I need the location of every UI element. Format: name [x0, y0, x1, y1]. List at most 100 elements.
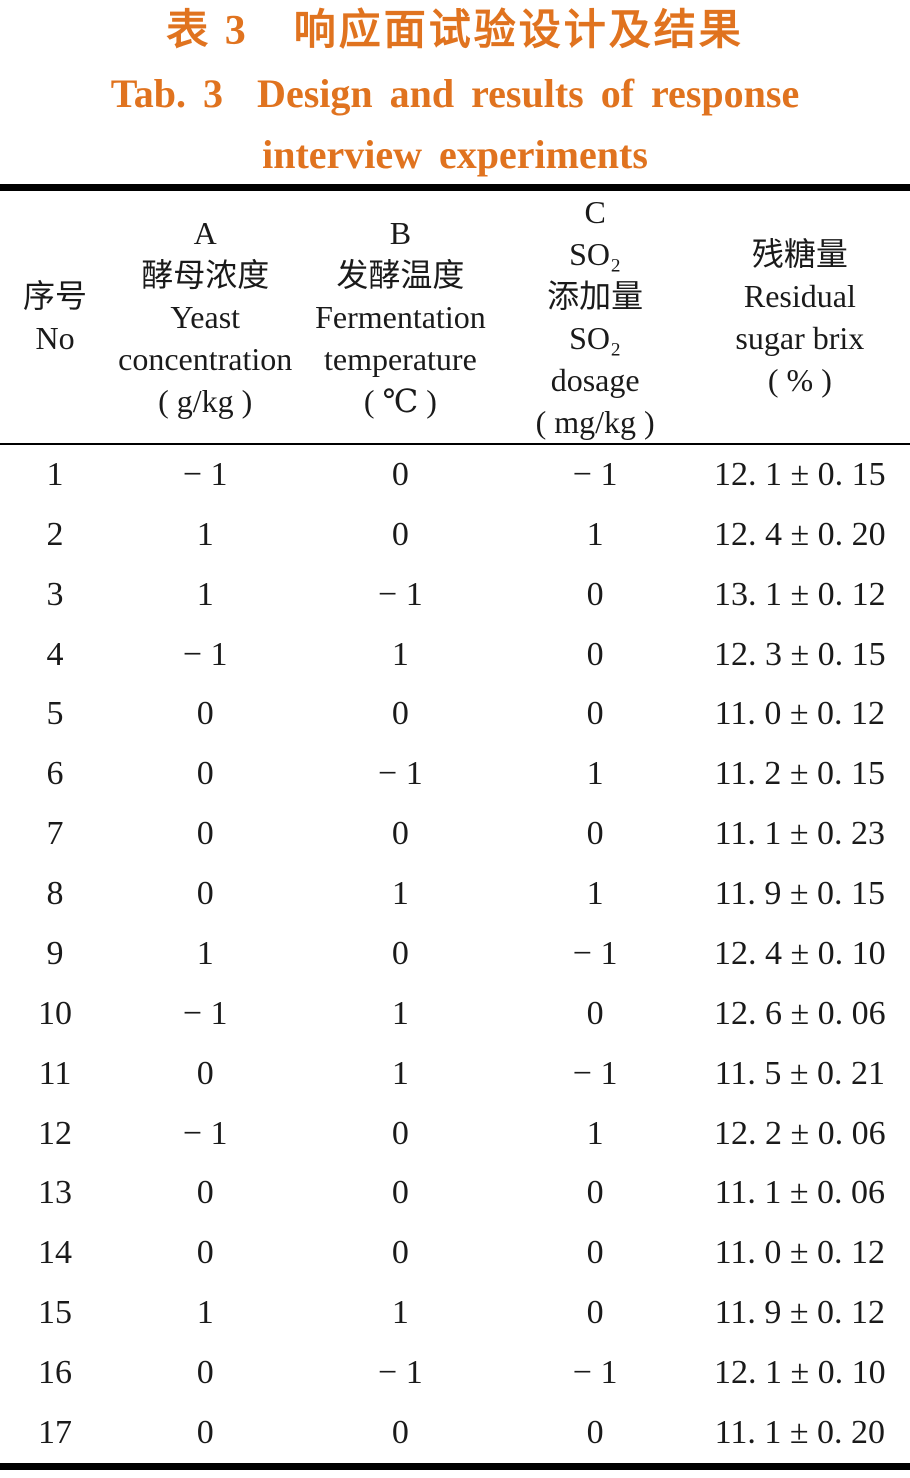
table-row: 6 0 − 1 1 11. 2 ± 0. 15	[0, 744, 910, 804]
table-cell: 4	[46, 635, 64, 673]
header-line: concentration	[118, 341, 293, 377]
table-cell: 12. 4 ± 0. 10	[714, 934, 886, 972]
table-cell: 0	[391, 455, 409, 493]
table-cell: − 1	[378, 575, 423, 613]
header-line: 序号	[23, 278, 88, 314]
table-cell: − 1	[572, 1054, 618, 1092]
table-cell: 15	[38, 1294, 73, 1332]
table-cell: 11. 1 ± 0. 20	[714, 1413, 886, 1451]
table-cell: 0	[586, 1413, 604, 1451]
table-cell: − 1	[572, 1354, 618, 1392]
table-row: 1 − 1 0 − 1 12. 1 ± 0. 15	[0, 445, 910, 505]
table-cell: 0	[586, 695, 604, 733]
header-line: Residual	[743, 278, 856, 314]
table-row: 15 1 1 0 11. 9 ± 0. 12	[0, 1283, 910, 1343]
table-cell: − 1	[182, 635, 228, 673]
table-cell: 12. 1 ± 0. 10	[714, 1354, 886, 1392]
table-body: 1− 1 0− 1 12. 1 ± 0. 15 2 1 0 1 12. 4 ± 0. 20 3 1…	[0, 445, 910, 1463]
table-cell: 7	[46, 815, 64, 853]
table-cell: 0	[391, 695, 409, 733]
table-row: 10− 1 1 0 12. 6 ± 0. 06	[0, 984, 910, 1044]
table-cell: 1	[46, 455, 64, 493]
table-cell: 12. 4 ± 0. 20	[714, 515, 886, 553]
header-line: temperature	[323, 341, 477, 377]
table-cell: 1	[391, 875, 409, 913]
table-cell: 1	[586, 875, 604, 913]
header-line: B	[389, 215, 412, 251]
table-cell: 1	[586, 755, 604, 793]
table-bottom-rule	[0, 1463, 910, 1470]
table-cell: 9	[46, 934, 64, 972]
table-header-body-rule	[0, 443, 910, 445]
header-line: ( g/kg )	[158, 383, 253, 419]
table-cell: − 1	[572, 455, 618, 493]
header-line: 发酵温度	[336, 257, 465, 293]
header-line: Yeast	[170, 299, 241, 335]
table-cell: 0	[586, 1294, 604, 1332]
header-cell-so2-dosage: C SO₂ 添加量 SO₂ dosage ( mg/kg )	[500, 191, 689, 443]
header-line: No	[35, 320, 75, 356]
table-cell: 11. 9 ± 0. 12	[714, 1294, 886, 1332]
table-cell: 1	[196, 934, 214, 972]
table-cell: 11. 1 ± 0. 23	[714, 815, 886, 853]
header-line: ( mg/kg )	[535, 404, 655, 440]
table-row: 4 − 1 1 0 12. 3 ± 0. 15	[0, 625, 910, 685]
table-cell: 0	[196, 1234, 214, 1272]
table-cell: 0	[391, 1234, 409, 1272]
table-row: 13 0 0 0 11. 1 ± 0. 06	[0, 1164, 910, 1224]
table-cell: 1	[586, 515, 604, 553]
table-row: 8 0 1 1 11. 9 ± 0. 15	[0, 864, 910, 924]
table-cell: 0	[586, 815, 604, 853]
table-cell: 0	[391, 934, 409, 972]
table-cell: 11. 5 ± 0. 21	[714, 1054, 886, 1092]
table-row: 14 0 0 0 11. 0 ± 0. 12	[0, 1223, 910, 1283]
header-line: C	[584, 194, 606, 230]
table-cell: 0	[391, 515, 409, 553]
table-cell: 12. 1 ± 0. 15	[714, 455, 886, 493]
table-cell: 10	[38, 994, 73, 1032]
table-cell: − 1	[378, 755, 423, 793]
header-cell-fermentation-temperature: B 发酵温度 Fermentation temperature ( ℃ )	[300, 191, 500, 443]
table-cell: 12	[38, 1114, 73, 1152]
table-cell: 0	[586, 1174, 604, 1212]
header-line: 残糖量	[751, 236, 848, 272]
caption-title-english-line1: Tab. 3 Design and results of response	[110, 71, 800, 116]
header-line: ( % )	[767, 362, 832, 398]
table-cell: 6	[46, 755, 64, 793]
table-cell: − 1	[182, 994, 228, 1032]
table-cell: 1	[391, 1294, 409, 1332]
table-cell: 12. 6 ± 0. 06	[714, 994, 886, 1032]
table-cell: 17	[38, 1413, 73, 1451]
table-cell: 13. 1 ± 0. 12	[714, 575, 886, 613]
table-cell: 2	[46, 515, 64, 553]
table-cell: 0	[586, 635, 604, 673]
caption-title-chinese: 表 3 响应面试验设计及结果	[166, 8, 744, 54]
table-cell: − 1	[378, 1354, 423, 1392]
table-cell: 11. 2 ± 0. 15	[714, 755, 886, 793]
table-cell: 11. 0 ± 0. 12	[714, 1234, 886, 1272]
table-row: 16 0 − 1 − 1 12. 1 ± 0. 10	[0, 1343, 910, 1403]
table-cell: 0	[586, 994, 604, 1032]
table-cell: 0	[196, 695, 214, 733]
table-cell: 11. 1 ± 0. 06	[714, 1174, 886, 1212]
table-cell: 0	[196, 815, 214, 853]
header-line: 酵母浓度	[141, 257, 270, 293]
table-cell: 3	[46, 575, 64, 613]
table-cell: 11. 0 ± 0. 12	[714, 695, 886, 733]
table-cell: 8	[46, 875, 64, 913]
table-row: 2 1 0 1 12. 4 ± 0. 20	[0, 505, 910, 565]
header-cell-no: 序号 No	[0, 191, 110, 443]
table-row: 3 1 − 1 0 13. 1 ± 0. 12	[0, 565, 910, 625]
table-row: 7 0 0 0 11. 1 ± 0. 23	[0, 804, 910, 864]
table-cell: 11. 9 ± 0. 15	[714, 875, 886, 913]
table-cell: 0	[391, 1114, 409, 1152]
header-cell-yeast-concentration: A 酵母浓度 Yeast concentration ( g/kg )	[110, 191, 300, 443]
header-line: SO₂	[569, 236, 622, 272]
table-row: 17 0 0 0 11. 1 ± 0. 20	[0, 1403, 910, 1463]
table-cell: 0	[196, 1174, 214, 1212]
header-line: sugar brix	[735, 320, 865, 356]
table-cell: 1	[196, 1294, 214, 1332]
header-line: A	[193, 215, 217, 251]
table-cell: 0	[586, 1234, 604, 1272]
